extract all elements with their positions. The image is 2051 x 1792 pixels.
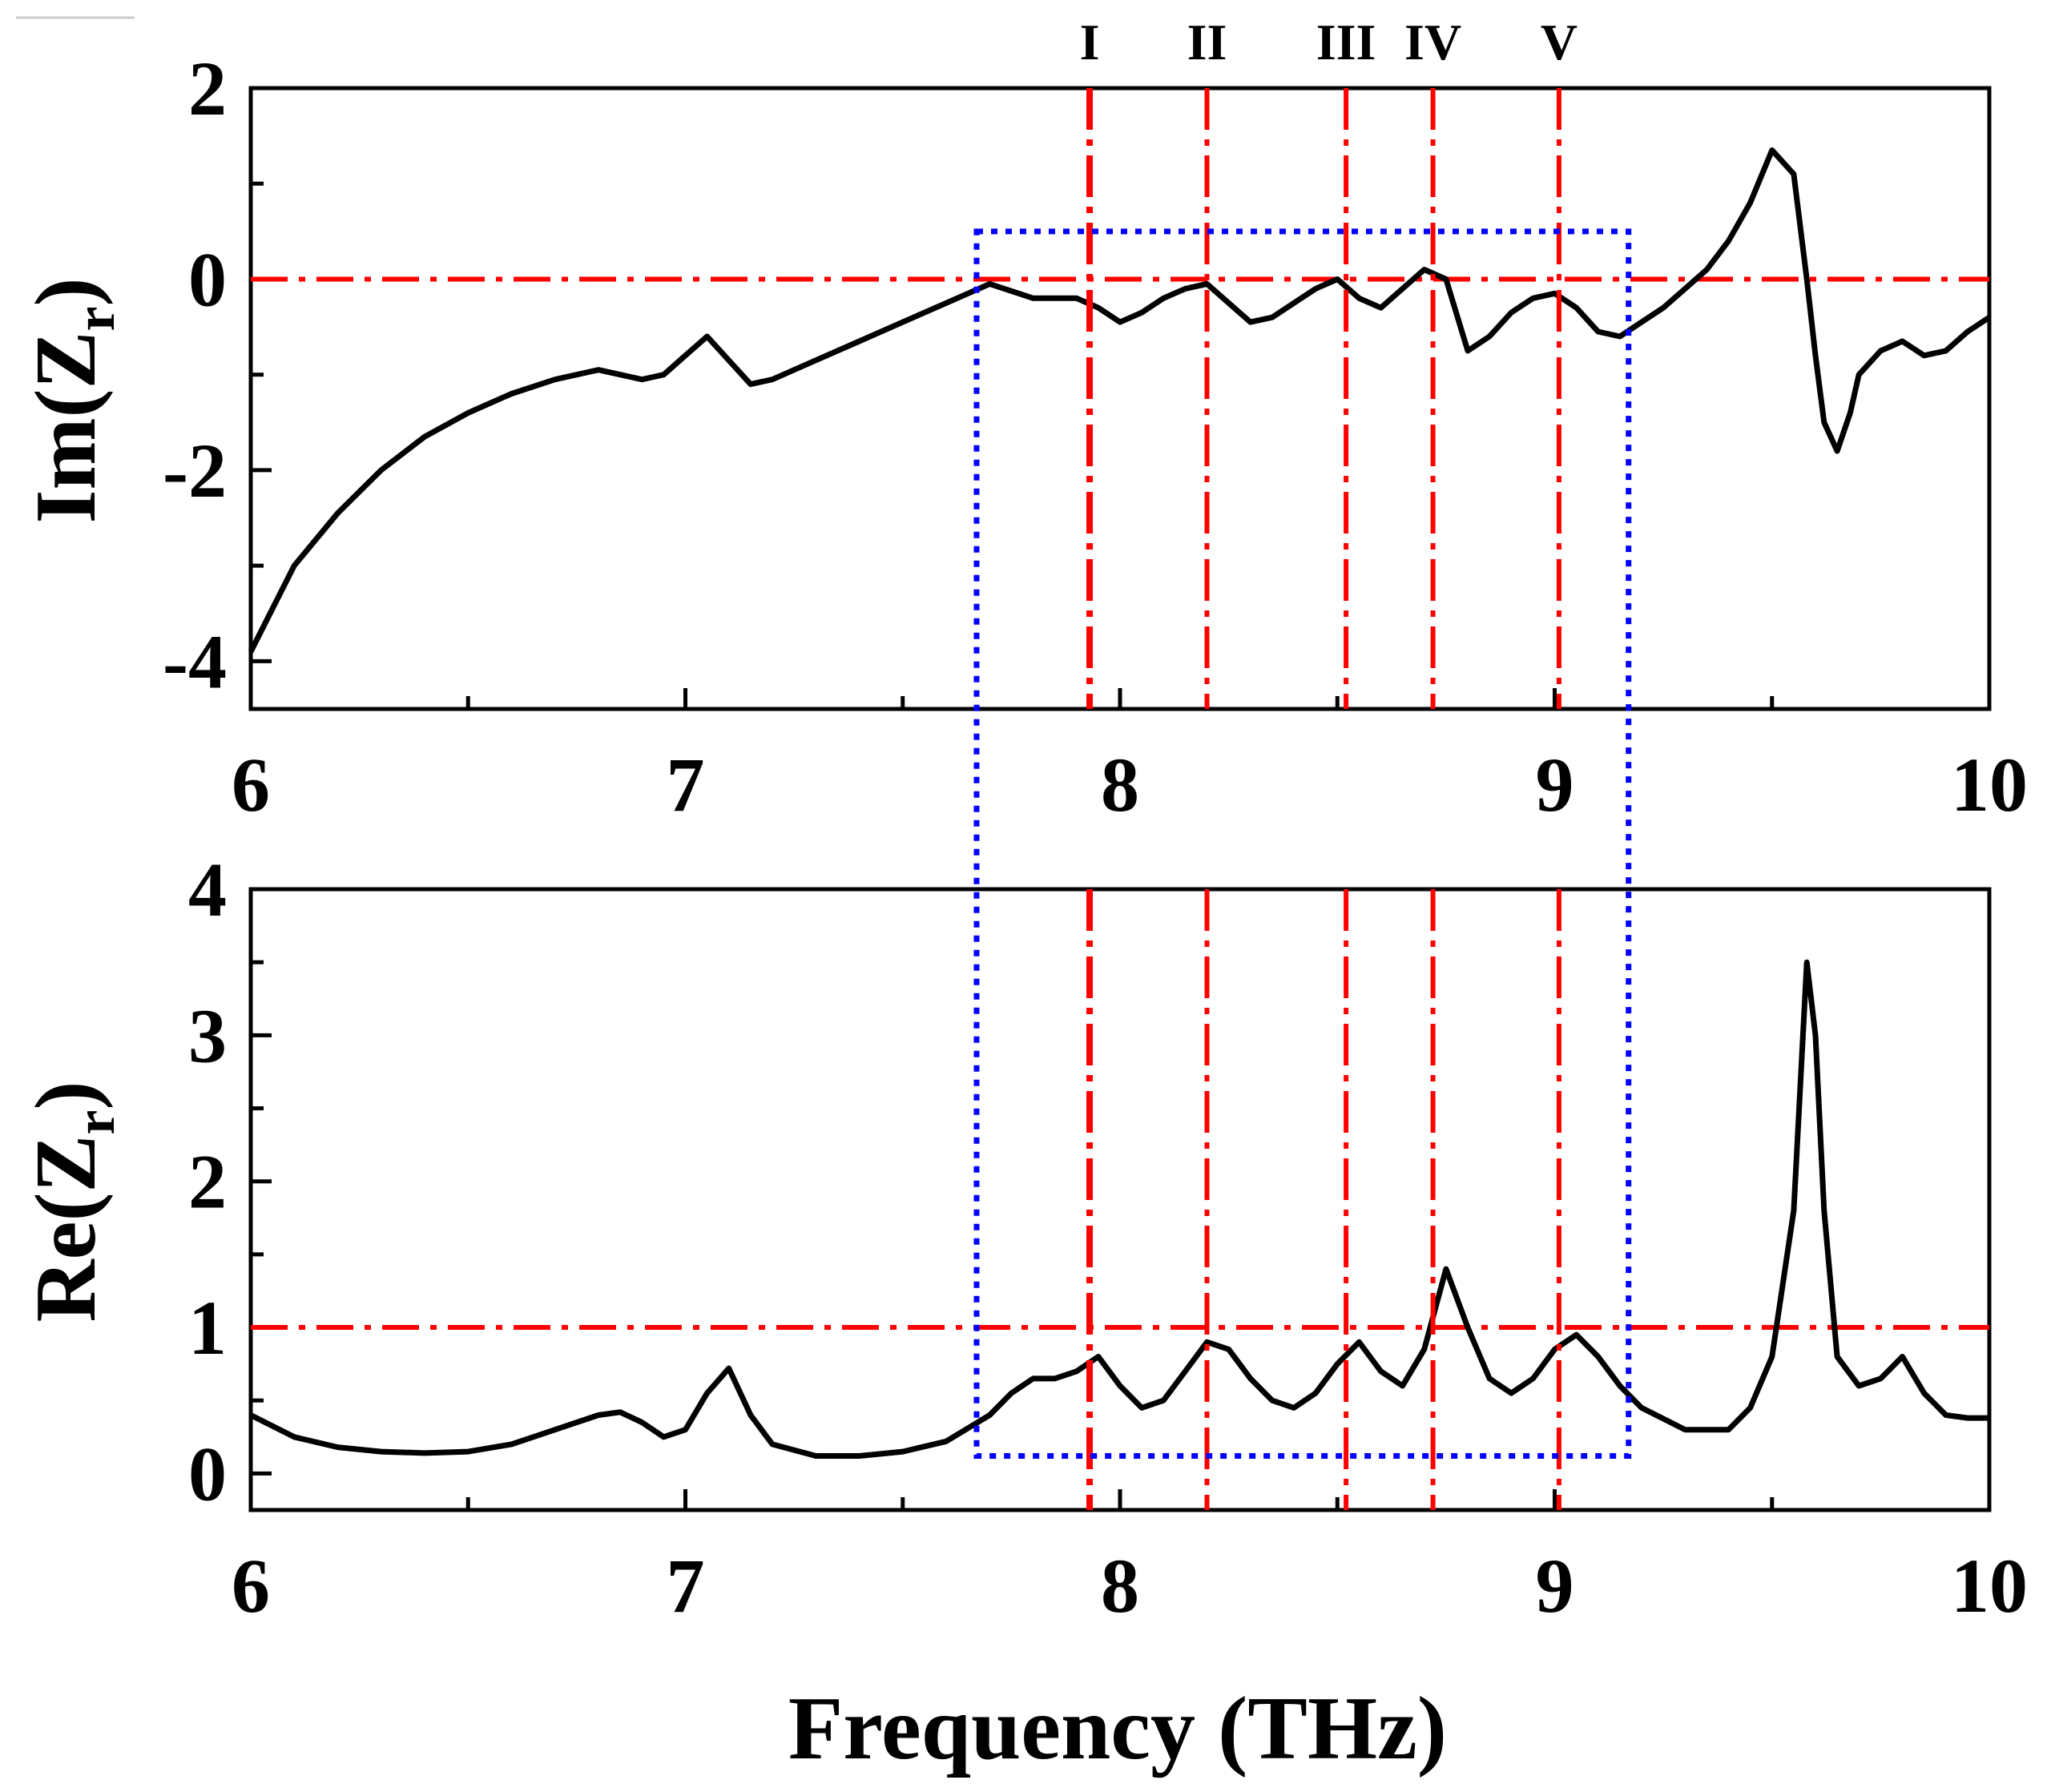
x-tick-label: 7	[667, 742, 705, 828]
x-tick-label: 7	[667, 1543, 705, 1629]
re-ticks	[248, 887, 1992, 1510]
marker-label: II	[1187, 14, 1227, 70]
x-tick-label: 10	[1951, 742, 2028, 828]
resonance-markers: I II III IV V	[1080, 14, 1578, 1510]
marker-label: I	[1080, 14, 1100, 70]
y-tick-label: 0	[188, 1431, 227, 1516]
im-zr-curve	[248, 147, 1991, 654]
y-tick-label: 0	[188, 236, 227, 322]
highlight-region-box	[973, 228, 1632, 1460]
x-axis-label: Frequency (THz)	[788, 1679, 1447, 1778]
im-x-tick-labels: 6 7 8 9 10	[232, 742, 2028, 828]
re-x-tick-labels: 6 7 8 9 10	[232, 1543, 2028, 1629]
x-tick-label: 9	[1536, 742, 1574, 828]
im-ticks	[248, 86, 1992, 709]
x-tick-label: 10	[1951, 1543, 2028, 1629]
im-panel: 6 7 8 9 10 2 0 -2 -4 Im(Zr)	[16, 16, 2028, 828]
x-tick-label: 8	[1101, 742, 1139, 828]
x-tick-label: 6	[232, 742, 270, 828]
y-tick-label: -4	[163, 618, 227, 704]
x-tick-label: 8	[1101, 1543, 1139, 1629]
re-zr-curve	[249, 959, 1989, 1459]
y-tick-label: -2	[163, 428, 227, 513]
marker-label: III	[1316, 14, 1376, 70]
y-tick-label: 2	[188, 46, 227, 131]
x-tick-label: 6	[232, 1543, 270, 1629]
re-y-axis-label: Re(Zr)	[18, 1081, 127, 1323]
im-plot-frame	[248, 86, 1992, 711]
re-plot-frame	[248, 887, 1992, 1512]
marker-label: V	[1541, 14, 1578, 70]
x-tick-label: 9	[1536, 1543, 1574, 1629]
y-tick-label: 3	[188, 993, 227, 1078]
y-tick-label: 4	[188, 847, 227, 932]
re-y-tick-labels: 4 3 2 1 0	[188, 847, 227, 1516]
im-y-axis-label: Im(Zr)	[18, 277, 127, 523]
y-tick-label: 2	[188, 1139, 227, 1225]
im-y-tick-labels: 2 0 -2 -4	[163, 46, 227, 704]
marker-label: IV	[1404, 14, 1461, 70]
y-tick-label: 1	[188, 1285, 227, 1371]
